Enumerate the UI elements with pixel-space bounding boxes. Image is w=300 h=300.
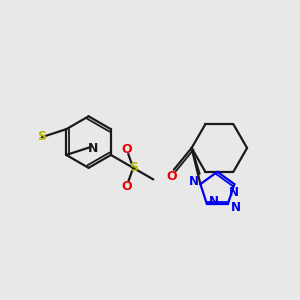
Text: N: N [209,195,219,208]
Text: O: O [167,170,177,183]
Text: S: S [37,130,46,143]
Text: O: O [121,180,132,193]
Text: N: N [231,200,241,214]
Text: S: S [129,161,138,174]
Text: N: N [188,175,199,188]
Text: N: N [88,142,98,155]
Text: N: N [229,185,239,199]
Text: O: O [121,142,132,155]
